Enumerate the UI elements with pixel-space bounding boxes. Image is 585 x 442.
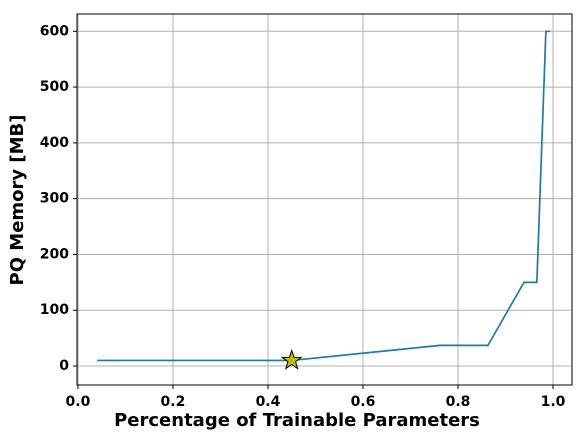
y-axis-label: PQ Memory [MB] (7, 115, 28, 286)
y-tick-label: 100 (40, 302, 69, 318)
line (96, 30, 551, 362)
x-tick-label: 0.8 (446, 394, 471, 410)
star-marker (280, 348, 303, 370)
y-tick-label: 500 (40, 79, 69, 95)
x-tick-label: 0.4 (256, 394, 281, 410)
x-tick-label: 0.2 (161, 394, 186, 410)
y-tick-label: 0 (59, 358, 69, 374)
x-axis-label: Percentage of Trainable Parameters (114, 410, 480, 431)
x-tick-label: 1.0 (541, 394, 566, 410)
y-tick-label: 300 (40, 191, 69, 207)
y-tick-label: 400 (40, 135, 69, 151)
x-tick-label: 0.0 (66, 394, 91, 410)
plot-frame (76, 13, 573, 386)
x-tick-label: 0.6 (351, 394, 376, 410)
y-tick-label: 200 (40, 246, 69, 262)
y-tick-label: 600 (40, 23, 69, 39)
